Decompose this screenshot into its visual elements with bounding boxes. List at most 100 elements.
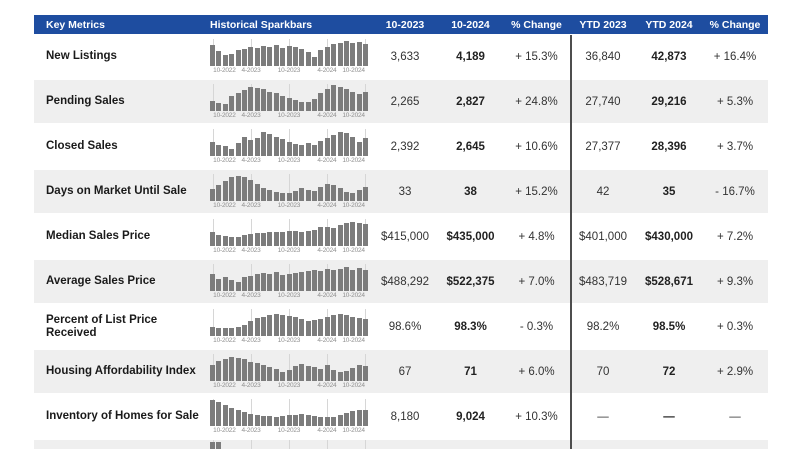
metric-label: Inventory of Homes for Sale <box>46 410 199 423</box>
cell-10-2023: $415,000 <box>381 230 429 243</box>
sparkbar-chart: 10-2022 4-2023 10-2023 4-2024 10-2024 <box>210 264 369 299</box>
spark-bar <box>286 274 292 291</box>
spark-bar <box>292 231 298 246</box>
spark-bar <box>343 267 349 291</box>
sparkbar-axis-label: 10-2022 <box>213 427 236 434</box>
spark-bar <box>324 269 330 291</box>
spark-bar <box>280 416 286 426</box>
cell-ytd-2024: 98.5% <box>652 320 686 333</box>
spark-bar <box>305 321 311 336</box>
spark-bar <box>299 319 305 336</box>
cell-10-2024: 2,645 <box>456 140 485 153</box>
spark-bar <box>241 412 247 426</box>
spark-bar <box>267 190 273 201</box>
spark-bar <box>235 327 241 336</box>
spark-bar <box>267 274 273 291</box>
spark-bar <box>324 89 330 111</box>
table-body: New Listings 10-2022 4-2023 10-2023 4-2024 10… <box>34 35 768 438</box>
spark-bar <box>229 177 235 201</box>
spark-bar <box>356 318 362 336</box>
spark-bar <box>286 193 292 201</box>
spark-bar <box>343 89 349 111</box>
cell-ytd-2023: 36,840 <box>585 50 621 63</box>
spark-bar <box>299 49 305 66</box>
spark-bar <box>337 372 343 381</box>
sparkbar-gridline <box>289 174 290 201</box>
cell-pct-change-cur: + 15.2% <box>515 185 558 198</box>
sparkbar-axis-label: 4-2023 <box>241 247 261 254</box>
spark-bar <box>350 222 356 246</box>
sparkbar-axis-label: 4-2024 <box>317 337 337 344</box>
table-row: Housing Affordability Index 10-2022 4-2023… <box>34 350 768 393</box>
spark-bar <box>229 54 235 66</box>
sparkbar-axis-label: 4-2023 <box>241 67 261 74</box>
spark-bar <box>248 87 254 111</box>
spark-bar <box>222 181 228 201</box>
spark-bar <box>229 149 235 156</box>
sparkbar-axis-label: 4-2024 <box>317 67 337 74</box>
cell-10-2023: 33 <box>398 185 412 198</box>
sparkbar-axis-label: 4-2024 <box>317 202 337 209</box>
spark-bar <box>305 271 311 291</box>
sparkbar-axis-label: 10-2023 <box>277 247 301 254</box>
spark-bar <box>350 92 356 111</box>
cell-pct-change-cur: - 0.3% <box>519 320 554 333</box>
sparkbar-chart: 10-2022 4-2023 10-2023 4-2024 10-2024 <box>210 309 369 344</box>
cell-pct-change-ytd: + 5.3% <box>716 95 754 108</box>
spark-bar <box>216 185 222 201</box>
metric-label: Housing Affordability Index <box>46 365 196 378</box>
spark-bar <box>363 224 369 246</box>
spark-bar <box>248 414 254 426</box>
metric-label: New Listings <box>46 50 117 63</box>
spark-bar <box>280 96 286 111</box>
sparkbar-cell: 10-2022 4-2023 10-2023 4-2024 10-2024 <box>205 215 372 258</box>
cell-ytd-2023: $483,719 <box>579 275 627 288</box>
spark-bar <box>350 317 356 336</box>
key-metrics-report: Key Metrics Historical Sparkbars 10-2023… <box>34 15 768 449</box>
spark-bar <box>356 94 362 111</box>
spark-bar <box>241 137 247 156</box>
table-header: Key Metrics Historical Sparkbars 10-2023… <box>34 15 768 34</box>
cell-ytd-2024: 29,216 <box>651 95 687 108</box>
sparkbar-gridline <box>289 399 290 426</box>
spark-bar <box>312 230 318 246</box>
sparkbar-axis-label: 10-2023 <box>277 157 301 164</box>
spark-bar <box>235 143 241 156</box>
spark-bar <box>299 232 305 246</box>
cell-pct-change-ytd: + 16.4% <box>713 50 757 63</box>
sparkbar-axis-label: 10-2023 <box>277 202 301 209</box>
sparkbar-gridline <box>326 399 328 426</box>
spark-bar <box>216 279 222 291</box>
sparkbar-axis-label: 10-2022 <box>213 157 236 164</box>
spark-bar <box>324 227 330 246</box>
sparkbar-axis-label: 4-2024 <box>317 427 337 434</box>
sparkbar-cell: 10-2022 4-2023 10-2023 4-2024 10-2024 <box>205 350 372 393</box>
spark-bar <box>210 142 216 156</box>
spark-bar <box>235 237 241 246</box>
sparkbar-axis-label: 10-2022 <box>213 67 236 74</box>
spark-bar <box>363 410 369 426</box>
cell-10-2024: 4,189 <box>456 50 485 63</box>
spark-bar <box>299 272 305 291</box>
spark-bar <box>337 415 343 426</box>
spark-bar <box>318 417 324 426</box>
spark-bar <box>331 315 337 336</box>
cell-10-2024: 9,024 <box>456 410 485 423</box>
spark-bar <box>331 270 337 291</box>
cell-10-2023: 8,180 <box>390 410 420 423</box>
spark-bar <box>299 102 305 111</box>
spark-bar <box>292 144 298 156</box>
sparkbar-axis-label: 4-2024 <box>317 247 337 254</box>
spark-bar <box>241 359 247 381</box>
spark-bar <box>318 187 324 201</box>
table-row: Inventory of Homes for Sale 10-2022 4-2023… <box>34 395 768 438</box>
spark-bar <box>286 370 292 381</box>
table-row: Median Sales Price 10-2022 4-2023 10-2023 4-… <box>34 215 768 258</box>
sparkbar-cell: 10-2022 4-2023 10-2023 4-2024 10-2024 <box>205 80 372 123</box>
spark-bar <box>292 100 298 111</box>
spark-bar <box>363 187 369 201</box>
spark-bar <box>229 357 235 381</box>
sparkbar-axis-label: 10-2024 <box>342 292 365 299</box>
cell-ytd-2024: $528,671 <box>645 275 693 288</box>
spark-bar <box>229 280 235 291</box>
